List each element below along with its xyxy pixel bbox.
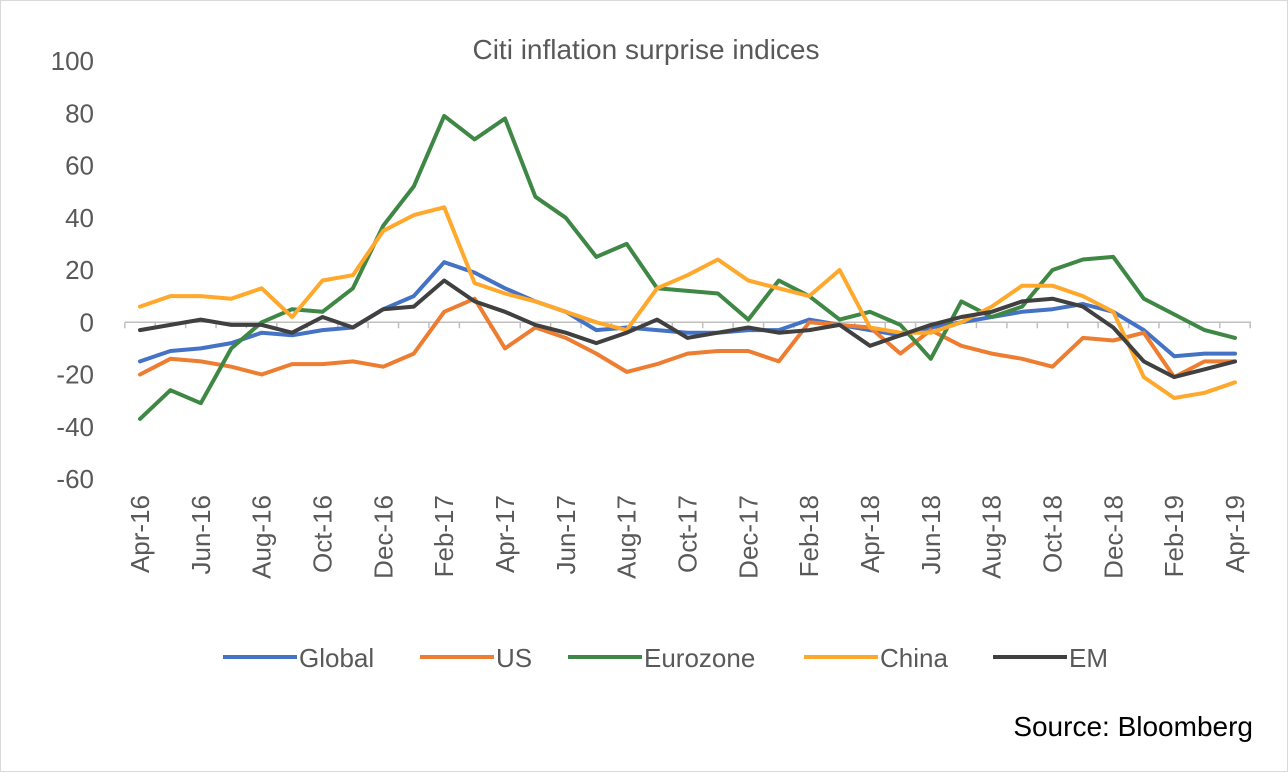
legend-label-eurozone: Eurozone <box>644 643 755 673</box>
legend-label-global: Global <box>299 643 374 673</box>
y-tick-label: -60 <box>56 464 94 494</box>
x-tick-label: Jun-18 <box>916 495 946 575</box>
series-line-global <box>138 260 1237 364</box>
legend-label-us: US <box>496 643 532 673</box>
y-tick-label: 100 <box>51 46 94 76</box>
y-tick-label: 20 <box>65 255 94 285</box>
legend-label-em: EM <box>1069 643 1108 673</box>
y-tick-label: 60 <box>65 151 94 181</box>
x-tick-label: Feb-17 <box>429 495 459 577</box>
x-tick-label: Dec-18 <box>1098 495 1128 579</box>
x-tick-label: Oct-18 <box>1038 495 1068 573</box>
x-tick-label: Apr-18 <box>855 495 885 573</box>
x-tick-label: Apr-16 <box>125 495 155 573</box>
y-tick-label: -40 <box>56 412 94 442</box>
x-tick-label: Dec-16 <box>368 495 398 579</box>
legend: Global US Eurozone China EM <box>223 643 1108 673</box>
x-tick-label: Dec-17 <box>733 495 763 579</box>
y-tick-label: 0 <box>80 307 94 337</box>
plot-lines <box>138 113 1237 421</box>
x-tick-label: Oct-17 <box>673 495 703 573</box>
y-tick-label: 80 <box>65 98 94 128</box>
y-tick-label: -20 <box>56 360 94 390</box>
x-tick-label: Aug-17 <box>612 495 642 579</box>
x-tick-label: Feb-18 <box>794 495 824 577</box>
x-tick-label: Jun-17 <box>551 495 581 575</box>
x-tick-label: Aug-18 <box>977 495 1007 579</box>
x-tick-label: Feb-19 <box>1159 495 1189 577</box>
x-axis: Apr-16 Jun-16 Aug-16 Oct-16 Dec-16 Feb-17 Apr-… <box>124 321 1251 579</box>
series-line-eurozone <box>138 113 1237 421</box>
x-tick-label: Jun-16 <box>186 495 216 575</box>
x-tick-label: Apr-17 <box>490 495 520 573</box>
series-line-us <box>138 296 1237 380</box>
legend-label-china: China <box>880 643 948 673</box>
x-tick-label: Oct-16 <box>308 495 338 573</box>
source-note: Source: Bloomberg <box>1013 711 1253 742</box>
y-tick-label: 40 <box>65 203 94 233</box>
chart-title: Citi inflation surprise indices <box>472 34 819 65</box>
y-axis: 100 80 60 40 20 0 -20 -40 -60 <box>51 46 94 494</box>
series-line-em <box>138 278 1237 380</box>
x-tick-label: Apr-19 <box>1220 495 1250 573</box>
series-line-china <box>138 205 1237 400</box>
x-tick-label: Aug-16 <box>247 495 277 579</box>
